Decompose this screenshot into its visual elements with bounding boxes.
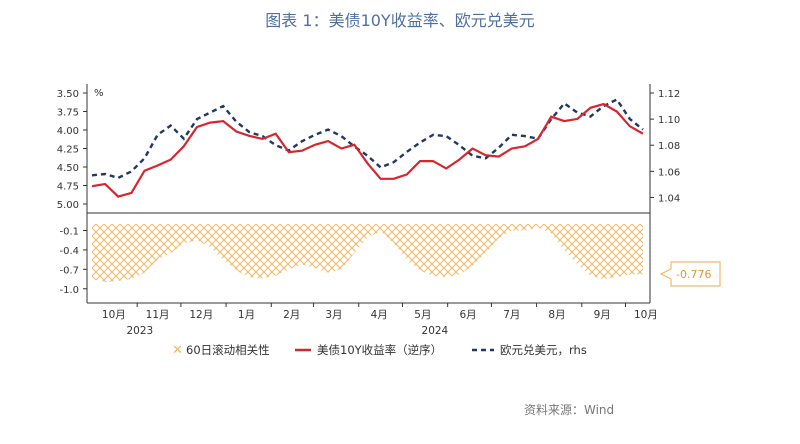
- callout-value: -0.776: [676, 268, 711, 281]
- legend-hatch-icon: ✕: [172, 343, 183, 358]
- x-year-label: 2024: [422, 325, 449, 337]
- chart-title: 图表 1：美债10Y收益率、欧元兑美元: [265, 11, 534, 30]
- x-tick-label: 1月: [238, 309, 255, 321]
- bottom-tick-label: -1.0: [59, 285, 79, 296]
- right-tick-label: 1.04: [658, 193, 680, 204]
- source-note: 资料来源：Wind: [524, 403, 614, 417]
- x-tick-label: 6月: [459, 309, 476, 321]
- left-axis-unit: %: [94, 88, 104, 99]
- right-axis-ticks: 1.12 1.10 1.08 1.06 1.04: [650, 89, 680, 204]
- callout: -0.776: [659, 261, 721, 287]
- x-tick-label: 3月: [325, 309, 342, 321]
- x-tick-label: 10月: [634, 309, 658, 321]
- legend-label-us10y: 美债10Y收益率（逆序）: [317, 343, 442, 357]
- x-tick-label: 8月: [548, 309, 565, 321]
- right-tick-label: 1.10: [658, 115, 680, 126]
- x-tick-label: 10月: [102, 309, 126, 321]
- bottom-panel-axis-ticks: -0.1 -0.4 -0.7 -1.0: [59, 226, 87, 296]
- bottom-tick-label: -0.4: [59, 246, 79, 257]
- left-tick-label: 4.75: [57, 182, 79, 193]
- x-tick-label: 7月: [503, 309, 520, 321]
- x-tick-label: 11月: [146, 309, 170, 321]
- rolling-correlation-area: [92, 224, 643, 283]
- legend-label-eurusd: 欧元兑美元，rhs: [500, 343, 587, 357]
- right-tick-label: 1.08: [658, 141, 680, 152]
- x-tick-label: 2月: [283, 309, 300, 321]
- x-tick-label: 4月: [371, 309, 388, 321]
- plot-frame: [86, 84, 651, 304]
- legend-label-corr: 60日滚动相关性: [186, 343, 270, 357]
- right-tick-label: 1.06: [658, 167, 680, 178]
- us10y-line: [91, 102, 644, 198]
- bottom-tick-label: -0.7: [59, 265, 79, 276]
- bottom-tick-label: -0.1: [59, 226, 79, 237]
- left-tick-label: 5.00: [57, 200, 79, 211]
- legend: ✕ 60日滚动相关性 美债10Y收益率（逆序） 欧元兑美元，rhs: [172, 343, 587, 358]
- left-tick-label: 3.75: [57, 108, 79, 119]
- x-year-label: 2023: [126, 325, 153, 337]
- x-tick-label: 9月: [594, 309, 611, 321]
- left-tick-label: 4.25: [57, 145, 79, 156]
- right-tick-label: 1.12: [658, 89, 680, 100]
- left-tick-label: 3.50: [57, 89, 79, 100]
- correlation-area-fill: [92, 224, 643, 283]
- x-tick-label: 12月: [189, 309, 213, 321]
- left-tick-label: 4.50: [57, 163, 79, 174]
- x-tick-label: 5月: [414, 309, 431, 321]
- eurusd-line: [91, 97, 644, 180]
- left-axis-ticks: 3.50 3.75 4.00 4.25 4.50 4.75 5.00: [57, 89, 87, 211]
- left-tick-label: 4.00: [57, 126, 79, 137]
- series-lines: [91, 97, 644, 198]
